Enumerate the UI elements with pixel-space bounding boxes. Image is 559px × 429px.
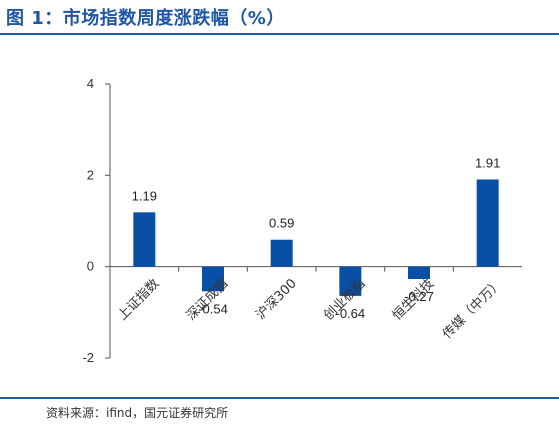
category-label: 上证指数 bbox=[115, 276, 162, 323]
y-tick-label: 2 bbox=[87, 167, 94, 182]
category-label: 沪深300 bbox=[253, 276, 300, 323]
bar bbox=[408, 266, 430, 279]
data-label: -0.64 bbox=[336, 306, 366, 321]
title-divider bbox=[0, 33, 559, 35]
data-label: 0.59 bbox=[269, 216, 294, 231]
data-label: 1.19 bbox=[132, 188, 157, 203]
y-tick-label: 0 bbox=[87, 259, 94, 274]
bar bbox=[202, 266, 224, 292]
y-tick-label: 4 bbox=[87, 76, 94, 91]
category-label: 传媒（中万） bbox=[440, 276, 506, 342]
bar bbox=[270, 239, 293, 267]
source-note: 资料来源：ifind，国元证券研究所 bbox=[46, 406, 229, 420]
figure-title: 图 1：市场指数周度涨跌幅（%） bbox=[6, 8, 285, 29]
bar bbox=[133, 212, 156, 267]
bar bbox=[476, 179, 499, 267]
footer-divider bbox=[0, 397, 559, 399]
data-label: -0.27 bbox=[404, 289, 434, 304]
data-label: 1.91 bbox=[475, 155, 500, 170]
y-tick-label: -2 bbox=[82, 350, 94, 365]
data-label: -0.54 bbox=[198, 301, 228, 316]
bar bbox=[339, 266, 362, 296]
